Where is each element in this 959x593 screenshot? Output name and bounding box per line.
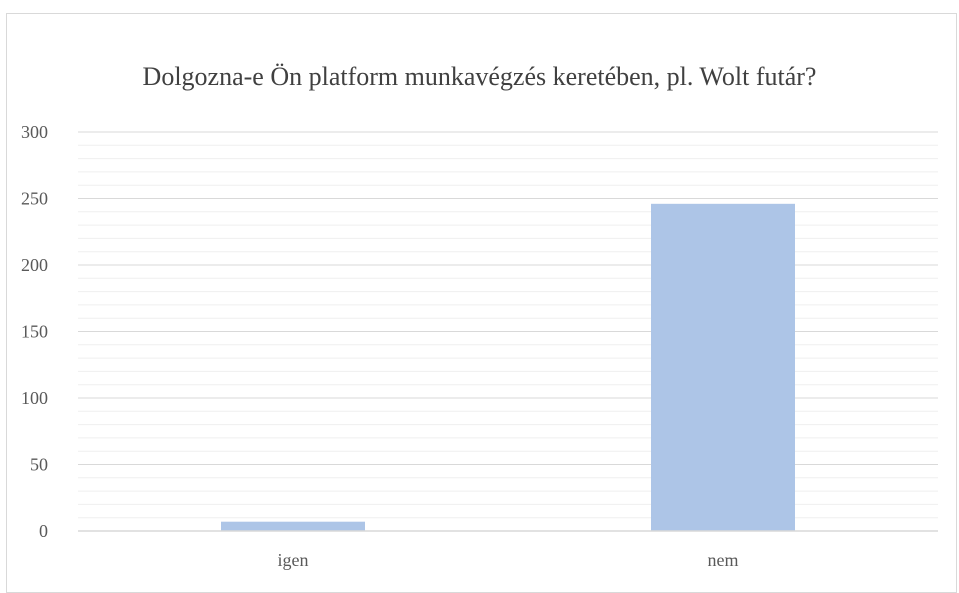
y-tick-label: 100 — [21, 388, 48, 408]
x-tick-label: nem — [708, 550, 739, 570]
chart-frame — [6, 13, 957, 593]
y-tick-label: 250 — [21, 189, 48, 209]
label-layer: 0 50 100 150 200 250 300 igen nem — [21, 122, 739, 570]
x-tick-label: igen — [278, 550, 309, 570]
grid-layer — [78, 131, 938, 519]
y-tick-label: 200 — [21, 255, 48, 275]
y-tick-label: 50 — [30, 455, 48, 475]
bar-layer — [221, 203, 795, 531]
chart-title: Dolgozna-e Ön platform munkavégzés keret… — [142, 62, 817, 91]
y-tick-label: 0 — [39, 521, 48, 541]
y-tick-label: 300 — [21, 122, 48, 142]
y-tick-label: 150 — [21, 322, 48, 342]
bar-igen — [221, 521, 365, 531]
bar-nem — [651, 203, 795, 531]
